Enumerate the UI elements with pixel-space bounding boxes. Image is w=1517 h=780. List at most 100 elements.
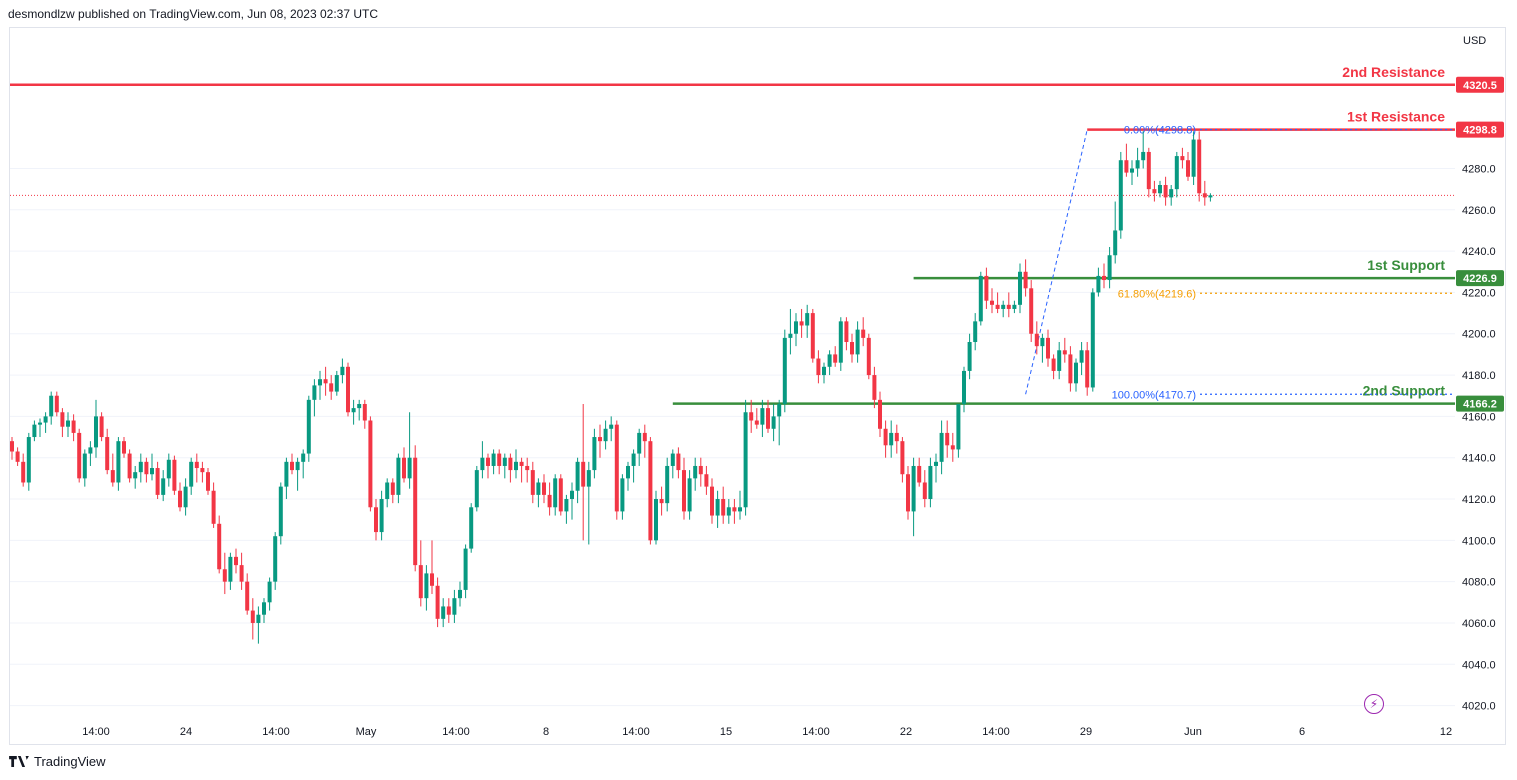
candle-body xyxy=(486,457,490,466)
candle-body xyxy=(1107,255,1112,281)
candle-body xyxy=(743,412,748,508)
candle-body xyxy=(542,482,546,495)
candle-body xyxy=(609,424,614,429)
price-axis: 4020.0 4040.0 4060.0 4080.0 4100.0 4120.0 4140… xyxy=(1462,163,1496,712)
price-tick-label: 4160.0 xyxy=(1462,411,1496,423)
candle-body xyxy=(166,459,171,479)
candle-body xyxy=(1090,292,1095,388)
candle-body xyxy=(21,461,26,483)
price-tick-label: 4040.0 xyxy=(1462,659,1496,671)
candle-body xyxy=(278,486,283,537)
candle-body xyxy=(10,441,14,452)
candle-body xyxy=(54,395,59,413)
candle-body xyxy=(838,321,843,363)
candle-body xyxy=(1141,151,1146,161)
lightning-icon[interactable]: ⚡ xyxy=(1364,694,1384,714)
candle-body xyxy=(766,408,770,429)
candle-body xyxy=(71,420,76,433)
candle-body xyxy=(1130,168,1134,173)
candle-body xyxy=(525,465,530,471)
candle-body xyxy=(250,610,255,623)
footer-brand[interactable]: TradingView xyxy=(9,754,106,769)
candle-body xyxy=(715,499,720,516)
chart-frame[interactable] xyxy=(9,27,1506,745)
candle-body xyxy=(670,453,675,466)
candle-body xyxy=(407,457,412,479)
candle-body xyxy=(754,420,759,425)
time-tick-label: 14:00 xyxy=(82,726,110,738)
candle-body xyxy=(1208,195,1213,198)
candle-body xyxy=(435,585,440,619)
candle-body xyxy=(474,470,479,508)
candle-body xyxy=(586,470,591,487)
candle-body xyxy=(239,565,244,582)
candle-body xyxy=(262,602,266,615)
price-tick-label: 4120.0 xyxy=(1462,494,1496,506)
candle-body xyxy=(1074,362,1078,384)
candle-body xyxy=(878,399,882,429)
candle-body xyxy=(357,403,362,409)
candle-body xyxy=(710,486,714,516)
price-tick-label: 4220.0 xyxy=(1462,287,1496,299)
candle-body xyxy=(598,437,602,442)
candle-body xyxy=(962,370,966,404)
candle-body xyxy=(547,494,552,508)
candle-body xyxy=(217,523,222,570)
time-tick-label: Jun xyxy=(1184,726,1202,738)
level-price-label: 4226.9 xyxy=(1463,273,1497,285)
candle-body xyxy=(49,395,54,417)
time-tick-label: 14:00 xyxy=(442,726,470,738)
candle-body xyxy=(312,385,317,400)
candle-body xyxy=(77,432,82,479)
candle-body xyxy=(368,420,373,508)
time-tick-label: May xyxy=(356,726,377,738)
candle-body xyxy=(155,468,160,495)
candle-body xyxy=(99,416,104,438)
candle-body xyxy=(883,428,888,446)
candle-body xyxy=(362,403,367,421)
fib-level-label: 100.00%(4170.7) xyxy=(1112,389,1196,401)
candle-body xyxy=(906,474,910,512)
time-tick-label: 22 xyxy=(900,726,912,738)
candle-body xyxy=(469,507,474,549)
candle-body xyxy=(648,441,653,541)
candle-body xyxy=(284,461,289,487)
level-price-badge xyxy=(1456,270,1504,287)
candle-body xyxy=(693,465,698,479)
candle-body xyxy=(351,408,356,413)
level-name-label: 2nd Support xyxy=(1363,383,1446,399)
grid xyxy=(10,167,1455,707)
time-tick-label: 8 xyxy=(543,726,549,738)
candle-body xyxy=(665,465,670,504)
candle-body xyxy=(346,366,350,413)
candle-body xyxy=(1158,185,1162,194)
candle-body xyxy=(967,342,972,371)
candle-body xyxy=(452,598,457,615)
price-tick-label: 4020.0 xyxy=(1462,701,1496,713)
candle-body xyxy=(1018,271,1022,305)
candle-body xyxy=(530,470,535,495)
candle-body xyxy=(973,321,978,343)
candle-body xyxy=(88,447,93,454)
candle-body xyxy=(816,358,821,376)
candle-body xyxy=(990,300,994,305)
candle-body xyxy=(1202,193,1207,198)
price-tick-label: 4080.0 xyxy=(1462,577,1496,589)
candle-body xyxy=(1068,354,1073,384)
candle-body xyxy=(200,468,205,473)
candle-body xyxy=(575,461,580,491)
candle-body xyxy=(1051,358,1056,371)
candle-body xyxy=(833,354,838,363)
price-tick-label: 4260.0 xyxy=(1462,205,1496,217)
candle-body xyxy=(553,478,558,508)
candle-body xyxy=(721,499,726,516)
fib-level-label: 0.00%(4298.8) xyxy=(1124,125,1196,137)
candle-body xyxy=(183,486,188,508)
candle-body xyxy=(1096,275,1101,293)
candle-body xyxy=(788,333,793,338)
time-tick-label: 14:00 xyxy=(802,726,830,738)
candle-body xyxy=(256,614,261,623)
candle-body xyxy=(122,441,126,454)
time-axis: 14:00 24 14:00 May 14:00 8 14:00 15 14:00 22 14:00… xyxy=(82,726,1452,738)
